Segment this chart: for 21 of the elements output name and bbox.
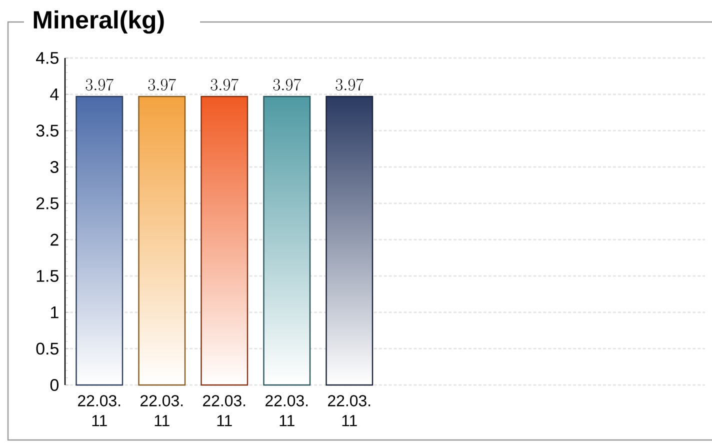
data-label: 3.97 xyxy=(336,78,364,91)
y-tick-label: 1 xyxy=(51,306,58,318)
chart-title: Mineral(kg) xyxy=(34,10,164,34)
x-tick-label: 22.03. 11 xyxy=(328,395,370,426)
y-tick-label: 0 xyxy=(50,378,59,391)
y-tick-label: 3 xyxy=(50,160,58,173)
data-label: 3.97 xyxy=(273,78,301,91)
y-tick-label: 4 xyxy=(50,88,59,100)
y-tick-label: 1.5 xyxy=(36,270,58,282)
x-tick-label: 22.03. 11 xyxy=(203,395,246,426)
x-tick-label: 22.03. 11 xyxy=(266,395,308,426)
data-label: 3.97 xyxy=(148,78,176,91)
x-tick-label: 22.03. 11 xyxy=(78,395,120,426)
y-tick-label: 3.5 xyxy=(36,124,58,137)
y-tick-label: 2.5 xyxy=(36,197,58,210)
y-tick-label: 4.5 xyxy=(36,52,58,64)
x-tick-label: 22.03. 11 xyxy=(140,395,183,426)
y-tick-label: 2 xyxy=(50,234,58,246)
data-label: 3.97 xyxy=(86,78,114,91)
y-tick-label: 0.5 xyxy=(36,342,58,355)
data-label: 3.97 xyxy=(210,78,238,91)
